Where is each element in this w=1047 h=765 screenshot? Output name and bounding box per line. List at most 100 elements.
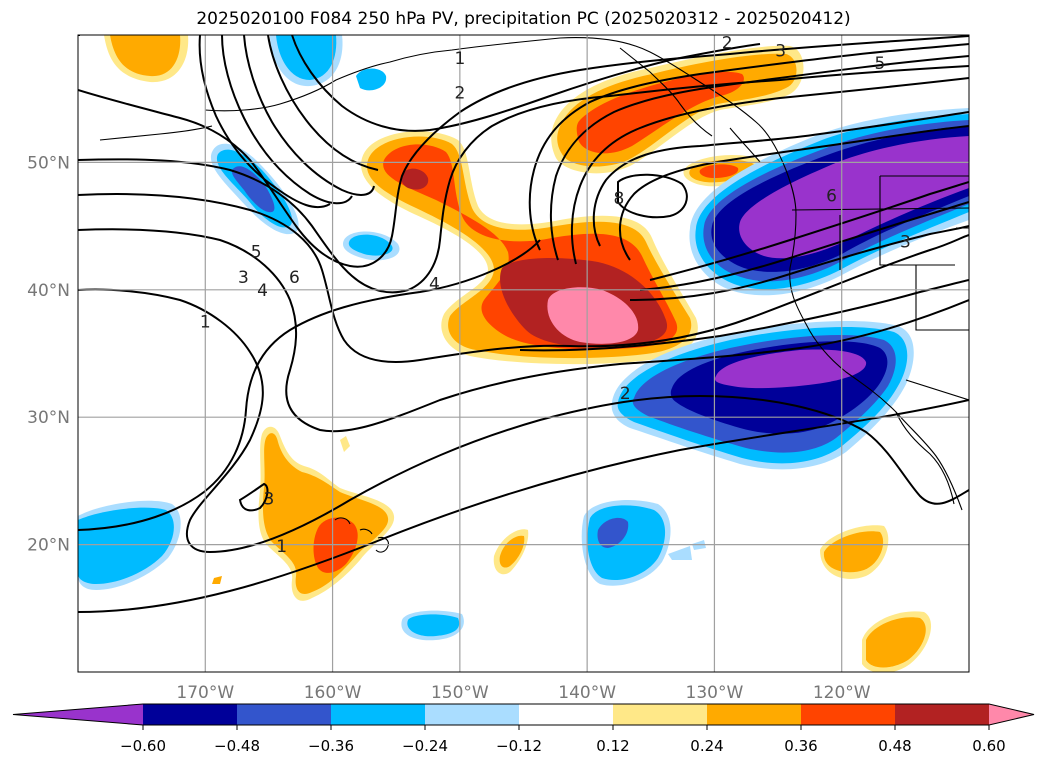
chart-title: 2025020100 F084 250 hPa PV, precipitatio… (196, 9, 851, 29)
pv-contour-label: 6 (826, 187, 837, 207)
pv-contour-label: 4 (257, 281, 268, 301)
lat-tick-label: 50°N (27, 153, 70, 173)
pv-contour (519, 279, 969, 352)
pv-contour (221, 35, 353, 205)
pv-contour (198, 35, 331, 209)
pv-contour-label: 3 (238, 268, 249, 288)
shade-negative (714, 349, 867, 389)
lat-tick-label: 30°N (27, 408, 70, 428)
lon-tick-label: 120°W (813, 683, 871, 703)
colorbar-tick-label: −0.24 (402, 737, 448, 755)
shade-positive (699, 164, 739, 178)
pv-contour (243, 35, 375, 196)
coastline-bc-islands (619, 47, 761, 163)
colorbar-tick-label: 0.48 (878, 737, 911, 755)
colorbar-swatch (707, 704, 802, 725)
pv-contour-label: 5 (874, 54, 885, 74)
pv-contour-label: 2 (454, 83, 465, 103)
shade-negative (276, 35, 337, 80)
shade-positive (313, 517, 358, 573)
coastline-baja (895, 411, 955, 505)
colorbar-tick-label: −0.60 (120, 737, 166, 755)
pv-contour (618, 125, 969, 261)
colorbar-extend-high (989, 704, 1034, 725)
lon-tick-label: 130°W (686, 683, 744, 703)
pv-contour-label: 2 (620, 384, 631, 404)
pv-contour (78, 399, 969, 613)
shade-positive (499, 535, 525, 568)
lon-tick-label: 170°W (176, 683, 234, 703)
shade-positive (401, 168, 429, 190)
shade-positive (823, 531, 884, 573)
pv-contour (592, 111, 969, 247)
colorbar-swatch (895, 704, 990, 725)
lon-tick-labels: 170°W 160°W 150°W 140°W 130°W 120°W (176, 683, 870, 703)
pv-contour (629, 225, 969, 301)
pv-contour-label: 3 (775, 41, 786, 61)
shade-positive (340, 436, 350, 452)
colorbar (12, 703, 1035, 726)
shade-positive (576, 71, 744, 154)
lon-tick-label: 160°W (304, 683, 362, 703)
coastline-aleutians (99, 125, 213, 141)
colorbar-tick-label: 0.24 (690, 737, 723, 755)
pv-contour-label: 2 (722, 34, 733, 54)
pv-contour-label: 6 (289, 268, 300, 288)
shade-positive (547, 287, 639, 344)
colorbar-swatch (143, 704, 238, 725)
pv-contours (78, 35, 969, 613)
pv-contour (570, 77, 969, 265)
pv-contour-label: 3 (900, 232, 911, 252)
pv-contour-label: 3 (264, 490, 275, 510)
colorbar-swatch (801, 704, 896, 725)
shade-negative (407, 614, 460, 637)
lat-tick-label: 40°N (27, 281, 70, 301)
pv-contour-label: 8 (614, 189, 625, 209)
colorbar-tick-label: −0.36 (308, 737, 354, 755)
colorbar-tick-label: −0.48 (214, 737, 260, 755)
shade-positive (212, 576, 222, 584)
pv-contour (78, 228, 969, 433)
colorbar-swatch (331, 704, 426, 725)
pv-contour (549, 55, 969, 261)
shade-negative (356, 68, 387, 91)
pv-contour (78, 239, 541, 531)
colorbar-tick-label: 0.36 (784, 737, 817, 755)
shade-negative (597, 517, 629, 548)
colorbar-swatch (237, 704, 332, 725)
shade-negative (668, 546, 692, 560)
pv-contour-label: 1 (454, 49, 465, 69)
pv-contour (291, 35, 761, 132)
colorbar-tick-labels: −0.60 −0.48 −0.36 −0.24 −0.12 0.12 0.24 0.36 0.4… (120, 725, 1006, 755)
lon-tick-label: 140°W (558, 683, 616, 703)
shade-positive (866, 617, 926, 668)
map-frame (77, 34, 970, 673)
colorbar-swatch (425, 704, 520, 725)
pv-contour (639, 201, 969, 291)
shade-negative (348, 234, 393, 256)
pv-contour (78, 35, 969, 268)
pv-contour (238, 482, 269, 512)
lat-tick-label: 20°N (27, 536, 70, 556)
colorbar-extend-low (13, 704, 143, 725)
colorbar-swatch (519, 704, 614, 725)
pv-contour-label: 5 (251, 243, 262, 263)
shade-negative (231, 166, 275, 213)
pv-contour-label: 1 (276, 537, 287, 557)
pv-contour (528, 43, 969, 251)
pv-contour (78, 193, 969, 363)
colorbar-swatch (613, 704, 708, 725)
lat-tick-labels: 20°N 30°N 40°N 50°N (27, 153, 70, 555)
shade-negative (78, 507, 174, 584)
gridlines (78, 35, 969, 672)
coastline-westcoast (789, 213, 963, 511)
lon-tick-label: 150°W (431, 683, 489, 703)
colorbar-tick-label: 0.60 (972, 737, 1005, 755)
colorbar-tick-label: 0.12 (596, 737, 629, 755)
shade-positive (110, 35, 181, 77)
pv-contour (267, 35, 379, 171)
pv-contour (649, 181, 969, 281)
